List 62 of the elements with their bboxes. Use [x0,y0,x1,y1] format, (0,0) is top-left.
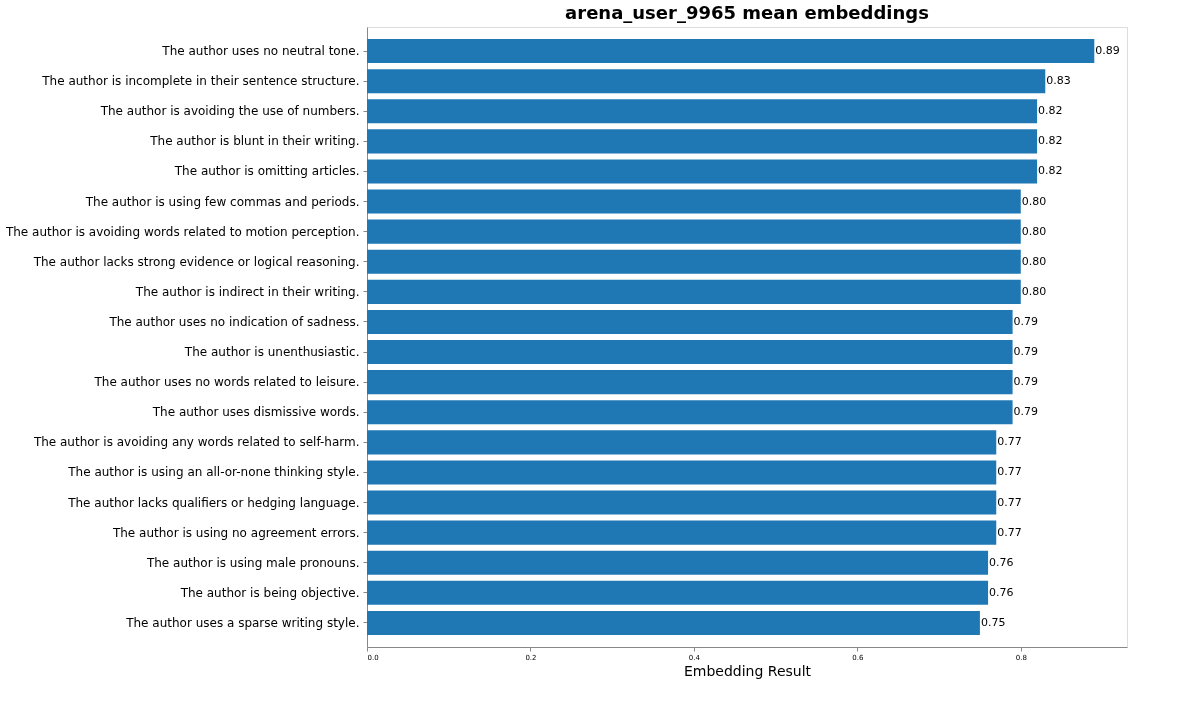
y-tick-label: The author is avoiding words related to motion perception. [4,224,360,239]
y-tick-label: The author uses a sparse writing style. [125,615,360,630]
data-label: 0.80 [1021,194,1047,208]
data-label: 0.79 [1013,375,1039,389]
bar [367,610,980,635]
data-label: 0.82 [1038,104,1063,118]
bar [367,340,1013,365]
bar [367,490,997,515]
data-label: 0.79 [1013,314,1039,328]
bar [367,219,1021,244]
x-axis-title: Embedding Result [683,662,812,679]
bar [367,580,989,605]
data-label: 0.75 [980,615,1006,629]
data-label: 0.80 [1021,254,1047,268]
data-label: 0.89 [1095,44,1120,58]
bar [367,370,1013,395]
bar [367,39,1095,64]
bar [367,129,1038,154]
bar [367,279,1021,304]
data-label: 0.79 [1013,405,1039,419]
bar [367,99,1038,124]
y-tick-label: The author uses no words related to leisure. [93,375,360,390]
bar [367,460,997,485]
y-tick-label: The author lacks strong evidence or logical reasoning. [32,254,360,269]
data-label: 0.79 [1013,345,1039,359]
y-tick-label: The author is using no agreement errors. [111,525,360,540]
bar [367,430,997,455]
y-tick-label: The author is unenthusiastic. [183,345,360,360]
bar [367,520,997,545]
y-tick-label: The author is using few commas and periods. [84,194,360,209]
y-tick-label: The author is avoiding the use of numbers. [99,104,360,119]
chart-title: arena_user_9965 mean embeddings [565,2,929,23]
y-tick-label: The author is using an all-or-none thinking style. [67,465,360,480]
data-label: 0.83 [1046,74,1071,88]
data-label: 0.77 [997,495,1022,509]
bar [367,189,1021,214]
bar [367,159,1038,184]
data-label: 0.82 [1038,164,1063,178]
y-tick-label: The author is using male pronouns. [145,555,360,570]
y-tick-label: The author lacks qualifiers or hedging language. [67,495,360,510]
y-tick-label: The author uses dismissive words. [151,405,360,420]
y-tick-label: The author uses no indication of sadness. [108,314,360,329]
data-label: 0.82 [1038,134,1063,148]
y-tick-label: The author is blunt in their writing. [149,134,360,149]
y-tick-label: The author is omitting articles. [173,164,360,179]
data-label: 0.77 [997,525,1022,539]
y-tick-label: The author is being objective. [179,585,360,600]
y-tick-label: The author is indirect in their writing. [134,284,360,299]
data-label: 0.80 [1021,284,1047,298]
bar [367,400,1013,425]
bar [367,550,989,575]
y-tick-label: The author is incomplete in their sentence structure. [41,74,360,89]
data-label: 0.77 [997,435,1022,449]
y-tick-label: The author is avoiding any words related to self-harm. [32,435,360,450]
data-label: 0.80 [1021,224,1047,238]
bar [367,249,1021,274]
data-label: 0.76 [989,555,1014,569]
data-label: 0.77 [997,465,1022,479]
bar [367,309,1013,334]
bar [367,69,1046,94]
y-tick-label: The author uses no neutral tone. [161,44,360,59]
data-label: 0.76 [989,585,1014,599]
